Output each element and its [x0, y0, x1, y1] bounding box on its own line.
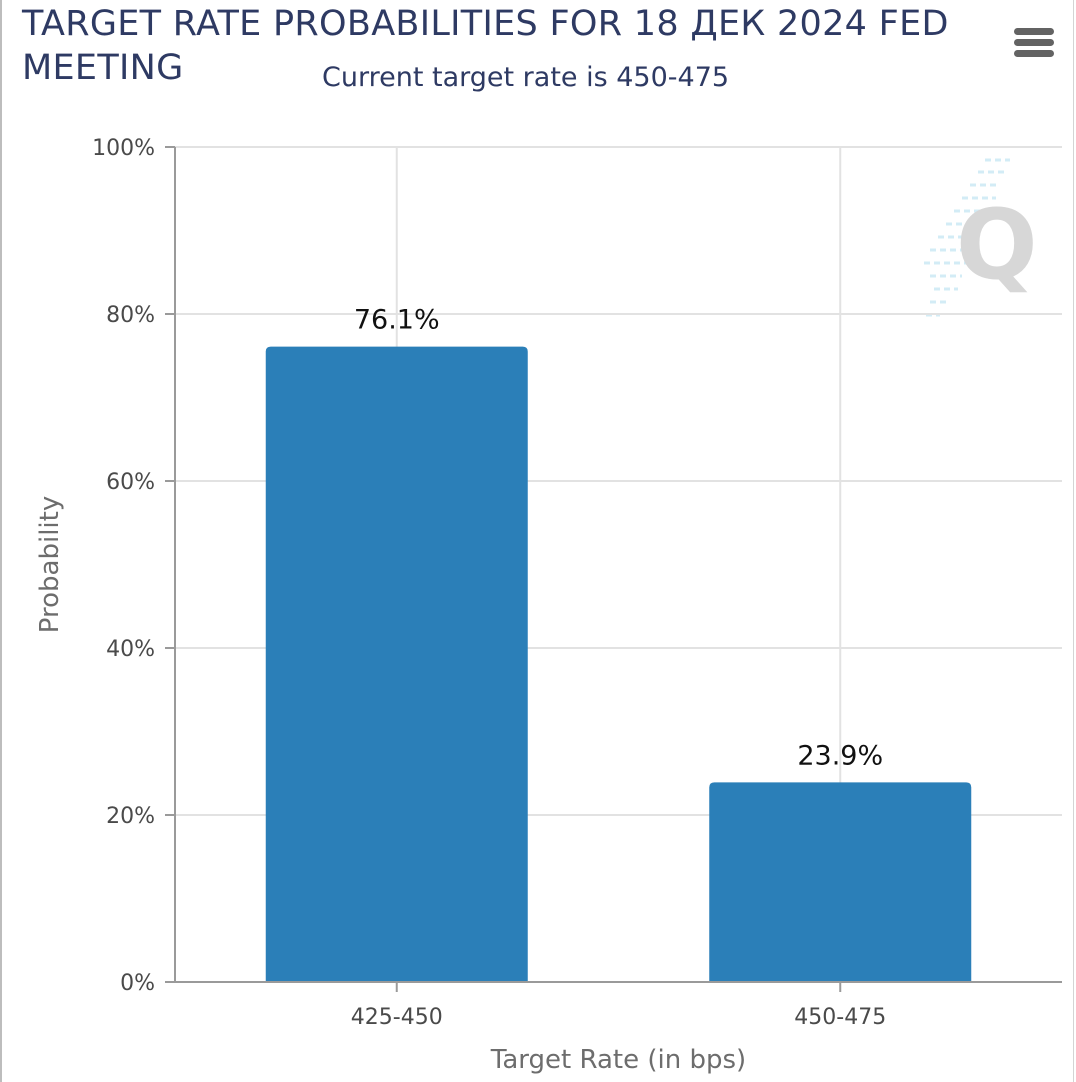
y-tick-label: 100%	[92, 136, 155, 161]
chart-title: TARGET RATE PROBABILITIES FOR 18 ДЕК 202…	[22, 4, 949, 88]
menu-line-top	[1014, 28, 1054, 35]
menu-line-middle	[1014, 39, 1054, 46]
y-tick-label: 80%	[106, 303, 155, 328]
y-tick-label: 40%	[106, 637, 155, 662]
bars	[265, 346, 972, 982]
data-label-450-475: 23.9%	[797, 740, 883, 771]
bar-450-475[interactable]	[709, 782, 972, 982]
axes	[165, 146, 1062, 992]
x-tick-label-450-475: 450-475	[794, 1005, 886, 1030]
y-axis-title: Probability	[35, 496, 65, 633]
y-tick-label: 20%	[106, 804, 155, 829]
x-axis-title: Target Rate (in bps)	[490, 1045, 746, 1075]
labels: 0% 20% 40% 60% 80% 100% 76.1% 425-450 23.9% 450-4…	[35, 136, 886, 1075]
data-label-425-450: 76.1%	[354, 305, 440, 336]
watermark-letter: Q	[956, 189, 1038, 301]
hamburger-menu-icon[interactable]	[1008, 22, 1060, 62]
quikstrike-watermark-icon: Q	[924, 158, 1038, 317]
bar-425-450[interactable]	[265, 346, 528, 982]
x-tick-label-425-450: 425-450	[351, 1005, 443, 1030]
y-tick-label: 0%	[120, 971, 155, 996]
menu-line-bottom	[1014, 50, 1054, 57]
y-tick-label: 60%	[106, 470, 155, 495]
chart-subtitle: Current target rate is 450-475	[322, 62, 730, 93]
